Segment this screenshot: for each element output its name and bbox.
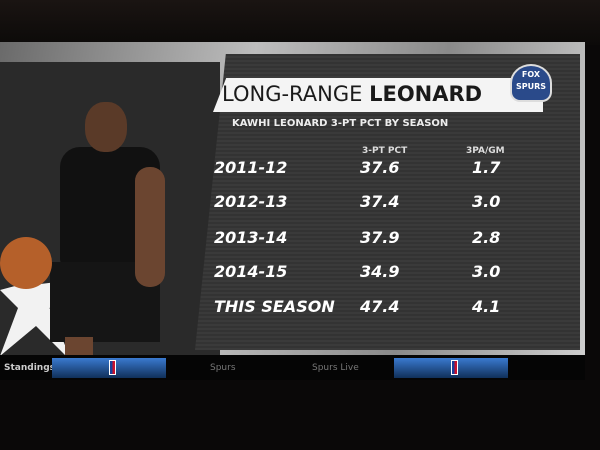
graphic-subtitle: KAWHI LEONARD 3-PT PCT BY SEASON	[232, 118, 449, 129]
pct: 37.4	[360, 192, 400, 211]
table-row: 2013-14 37.9 2.8	[0, 228, 585, 258]
tv-screen: LONG-RANGE LEONARD FOX SPURS KAWHI LEONAR…	[0, 42, 585, 372]
season: 2012-13	[214, 192, 288, 211]
table-row: 2012-13 37.4 3.0	[0, 192, 585, 222]
ticker-nba-panel	[394, 358, 508, 378]
table-row: 2011-12 37.6 1.7	[0, 158, 585, 188]
nba-logo-icon	[109, 360, 116, 375]
table-row: 2014-15 34.9 3.0	[0, 262, 585, 292]
nba-logo-icon	[451, 360, 458, 375]
graphic-title: LONG-RANGE LEONARD	[222, 82, 482, 106]
pct: 34.9	[360, 262, 400, 281]
header-3pt-pct: 3-PT PCT	[362, 146, 408, 156]
table-row: THIS SEASON 47.4 4.1	[0, 297, 585, 327]
bottom-ticker: Standings Spurs Spurs Live	[0, 355, 585, 380]
pct: 37.9	[360, 228, 400, 247]
title-bar	[213, 78, 543, 112]
ticker-spurs-live: Spurs Live	[312, 363, 359, 373]
header-3pa-gm: 3PA/GM	[466, 146, 505, 156]
basketball-icon	[0, 237, 52, 289]
season: 2014-15	[214, 262, 288, 281]
season: 2011-12	[214, 158, 288, 177]
title-bold: LEONARD	[369, 82, 483, 106]
ticker-standings: Standings	[4, 363, 55, 373]
season: THIS SEASON	[214, 297, 335, 316]
season: 2013-14	[214, 228, 288, 247]
ticker-nba-panel	[52, 358, 166, 378]
ticker-spurs: Spurs	[210, 363, 236, 373]
pct: 37.6	[360, 158, 400, 177]
pa: 3.0	[472, 192, 501, 211]
pct: 47.4	[360, 297, 400, 316]
tv-bezel	[0, 0, 600, 45]
fox-sports-spurs-logo: FOX SPURS	[510, 64, 552, 102]
title-light: LONG-RANGE	[222, 82, 363, 106]
pa: 3.0	[472, 262, 501, 281]
pa: 2.8	[472, 228, 501, 247]
pa: 1.7	[472, 158, 501, 177]
pa: 4.1	[472, 297, 501, 316]
